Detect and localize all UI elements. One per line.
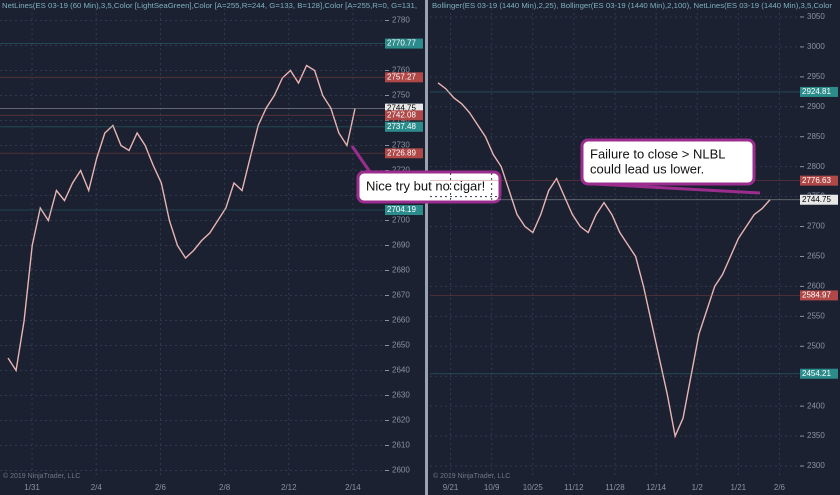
price-tag [800, 86, 838, 97]
callout-box [580, 138, 756, 186]
callout-arrow [350, 145, 372, 173]
price-tag [800, 194, 838, 205]
panel-divider [425, 0, 428, 495]
price-tag [800, 290, 838, 301]
date-label: 1/2 [692, 483, 704, 492]
y-tick-label: 2620 [392, 416, 410, 425]
axis-area [385, 0, 425, 495]
y-tick-label: 3050 [807, 12, 825, 21]
y-tick-label: 2780 [392, 16, 410, 25]
y-tick-label: 2650 [392, 341, 410, 350]
price-tag [385, 72, 423, 83]
y-tick-label: 2500 [807, 341, 825, 350]
price-tag-label: 2584.97 [802, 291, 831, 300]
y-tick-label: 2950 [807, 72, 825, 81]
y-tick-label: 3000 [807, 42, 825, 51]
date-label: 2/12 [281, 483, 297, 492]
date-label: 2/4 [91, 483, 103, 492]
price-tag [800, 175, 838, 186]
y-tick-label: 2600 [807, 282, 825, 291]
price-tag-label: 2737.48 [387, 122, 416, 131]
price-tag-label: 2704.19 [387, 205, 416, 214]
date-label: 10/9 [484, 483, 500, 492]
y-tick-label: 2650 [807, 252, 825, 261]
price-tag-label: 2742.08 [387, 110, 416, 119]
callout-text: could lead us lower. [590, 161, 704, 176]
price-tag [385, 103, 423, 114]
date-label: 12/14 [646, 483, 667, 492]
price-tag-label: 2770.77 [387, 39, 416, 48]
y-tick-label: 2690 [392, 241, 410, 250]
date-label: 1/21 [731, 483, 747, 492]
y-tick-label: 2850 [807, 132, 825, 141]
date-label: 2/6 [155, 483, 167, 492]
callout-text: Nice try but no cigar! [366, 178, 485, 193]
price-line [7, 64, 356, 373]
header: Bollinger(ES 03-19 (1440 Min),2,25), Bol… [432, 1, 833, 10]
y-tick-label: 2400 [807, 401, 825, 410]
copyright: © 2019 NinjaTrader, LLC [433, 472, 510, 480]
y-tick-label: 2700 [807, 222, 825, 231]
price-tag [800, 368, 838, 379]
y-tick-label: 2760 [392, 66, 410, 75]
callout-box [356, 170, 502, 204]
callout-text: Failure to close > NLBL [590, 146, 725, 161]
y-tick-label: 2680 [392, 266, 410, 275]
price-tag-label: 2757.27 [387, 72, 416, 81]
date-label: 11/28 [605, 483, 625, 492]
price-tag-label: 2744.75 [802, 195, 831, 204]
price-tag [385, 38, 423, 49]
y-tick-label: 2750 [392, 91, 410, 100]
y-tick-label: 2800 [807, 162, 825, 171]
date-label: 9/21 [443, 483, 459, 492]
axis-area [800, 0, 840, 495]
price-tag [385, 205, 423, 216]
header: NetLines(ES 03-19 (60 Min),3,5,Color [Li… [2, 1, 417, 10]
y-tick-label: 2600 [392, 466, 410, 475]
y-tick-label: 2700 [392, 216, 410, 225]
copyright: © 2019 NinjaTrader, LLC [3, 472, 80, 480]
date-label: 2/14 [345, 483, 361, 492]
price-tag-label: 2454.21 [802, 369, 831, 378]
callout-arrow [593, 182, 761, 195]
y-tick-label: 2900 [807, 102, 825, 111]
y-tick-label: 2640 [392, 366, 410, 375]
date-label: 10/25 [523, 483, 544, 492]
y-tick-label: 2720 [392, 166, 410, 175]
y-tick-label: 2610 [392, 441, 410, 450]
y-tick-label: 2730 [392, 141, 410, 150]
date-label: 2/8 [219, 483, 231, 492]
price-tag [385, 110, 423, 121]
price-tag-label: 2776.63 [802, 176, 831, 185]
y-tick-label: 2630 [392, 391, 410, 400]
y-tick-label: 2550 [807, 311, 825, 320]
price-tag-label: 2726.89 [387, 148, 416, 157]
y-tick-label: 2670 [392, 291, 410, 300]
price-tag-label: 2924.81 [802, 87, 831, 96]
price-tag-label: 2744.75 [387, 104, 416, 113]
date-label: 2/6 [774, 483, 786, 492]
date-label: 1/31 [24, 483, 40, 492]
y-tick-label: 2350 [807, 431, 825, 440]
price-tag [385, 121, 423, 132]
price-line [437, 82, 771, 439]
price-tag [385, 148, 423, 159]
y-tick-label: 2300 [807, 461, 825, 470]
date-label: 11/12 [564, 483, 584, 492]
y-tick-label: 2660 [392, 316, 410, 325]
